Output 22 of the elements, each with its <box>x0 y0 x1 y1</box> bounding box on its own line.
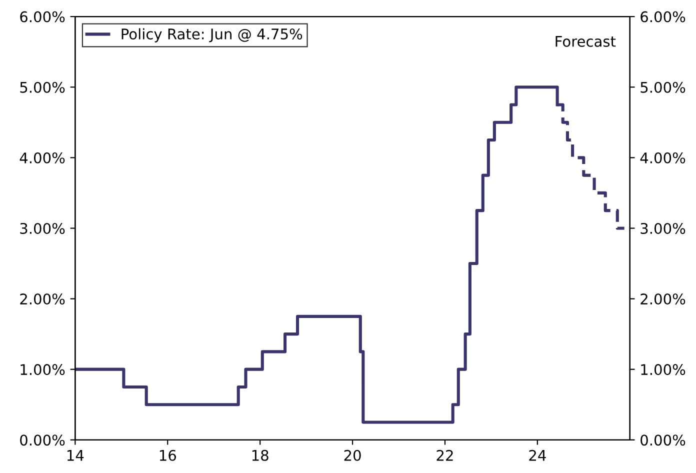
x-tick-label: 20 <box>344 450 361 461</box>
y2-tick-label: 6.00% <box>640 11 686 22</box>
y-tick-label: 5.00% <box>20 82 65 93</box>
y2-tick-label: 1.00% <box>641 364 686 376</box>
y-tick-label: 3.00% <box>20 222 65 234</box>
y-tick-label: 1.00% <box>20 364 65 376</box>
x-tick-label: 18 <box>252 450 268 461</box>
x-tick-label: 22 <box>436 450 453 461</box>
y2-tick-label: 0.00% <box>640 434 686 446</box>
annotation: Forecast <box>556 36 616 47</box>
y2-tick-label: 4.00% <box>640 152 686 164</box>
legend-label: Policy Rate: Jun @ 4.75% <box>122 28 302 42</box>
y2-tick-label: 3.00% <box>640 222 686 234</box>
y2-tick-label: 5.00% <box>640 82 686 93</box>
x-tick-label: 24 <box>529 450 546 461</box>
x-tick-label: 14 <box>67 450 84 461</box>
x-tick-label: 16 <box>160 450 176 461</box>
y-tick-label: 6.00% <box>20 11 65 22</box>
y-tick-label: 4.00% <box>20 152 65 164</box>
y-tick-label: 0.00% <box>20 434 65 446</box>
y2-tick-label: 2.00% <box>640 293 686 305</box>
y-tick-label: 2.00% <box>20 293 65 305</box>
